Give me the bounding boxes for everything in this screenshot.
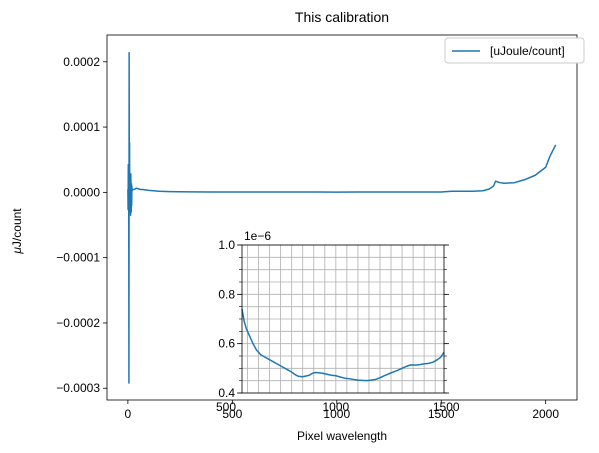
- inset-y-tick-label: 0.8: [218, 287, 235, 301]
- main-y-tick-label: −0.0003: [56, 381, 100, 395]
- main-y-tick-label: −0.0001: [56, 251, 100, 265]
- main-x-tick-label: 0: [125, 407, 132, 421]
- inset-y-tick-label: 0.4: [218, 386, 235, 400]
- main-y-tick-label: 0.0000: [63, 185, 100, 199]
- main-y-tick-label: 0.0001: [63, 120, 100, 134]
- inset-x-tick-label: 500: [216, 400, 236, 414]
- main-y-axis-label: μJ/count: [10, 208, 24, 255]
- main-y-tick-label: 0.0002: [63, 55, 100, 69]
- legend: [uJoule/count]: [445, 38, 584, 63]
- main-chart-title: This calibration: [295, 9, 389, 25]
- inset-x-tick-label: 1500: [433, 400, 460, 414]
- inset-x-axis-label: Pixel wavelength: [297, 429, 387, 443]
- inset-offset-label: 1e−6: [244, 229, 271, 243]
- inset-y-tick-label: 1.0: [218, 238, 235, 252]
- main-y-tick-label: −0.0002: [56, 316, 100, 330]
- inset-y-tick-label: 0.6: [218, 337, 235, 351]
- legend-entry-label: [uJoule/count]: [490, 44, 565, 58]
- main-x-tick-label: 2000: [532, 407, 559, 421]
- inset-x-tick-label: 1000: [322, 400, 349, 414]
